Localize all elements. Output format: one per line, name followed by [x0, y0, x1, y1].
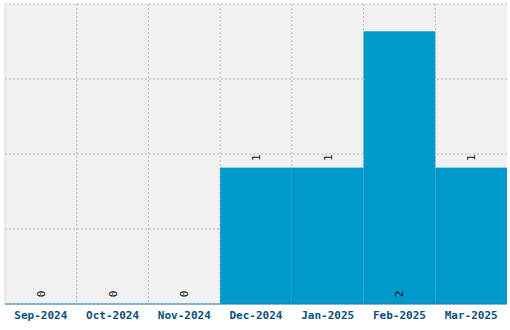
- x-axis: [5, 304, 507, 305]
- data-label: 0: [35, 291, 48, 298]
- x-tick-label: Nov-2024: [158, 309, 211, 322]
- x-tick-label: Jan-2025: [301, 309, 354, 322]
- x-tick-label: Dec-2024: [230, 309, 283, 322]
- bar: [435, 168, 507, 304]
- x-tick-label: Oct-2024: [86, 309, 139, 322]
- data-label: 1: [465, 154, 478, 161]
- bar: [220, 168, 292, 304]
- data-label: 1: [250, 154, 263, 161]
- grid-line-x: [148, 4, 149, 304]
- x-tick-label: Mar-2025: [445, 309, 498, 322]
- chart-container: 0 0 0 1 1 2 1 Sep-2024 Oct-2024 Nov-2024 Dec-2024 J…: [0, 0, 510, 330]
- x-tick-label: Feb-2025: [373, 309, 426, 322]
- grid-line-y: [5, 4, 507, 5]
- bars: [220, 31, 507, 304]
- grid-line-x: [76, 4, 77, 304]
- grid-line-y: [5, 304, 507, 305]
- x-tick-label: Sep-2024: [14, 309, 67, 322]
- bar: [364, 31, 436, 304]
- y-axis: [5, 4, 6, 304]
- plot-background: [5, 4, 507, 304]
- data-label: 1: [322, 154, 335, 161]
- data-label: 0: [178, 291, 191, 298]
- data-label: 0: [107, 291, 120, 298]
- bar: [292, 168, 364, 304]
- chart: 0 0 0 1 1 2 1 Sep-2024 Oct-2024 Nov-2024 Dec-2024 J…: [0, 0, 510, 330]
- data-label: 2: [393, 291, 406, 298]
